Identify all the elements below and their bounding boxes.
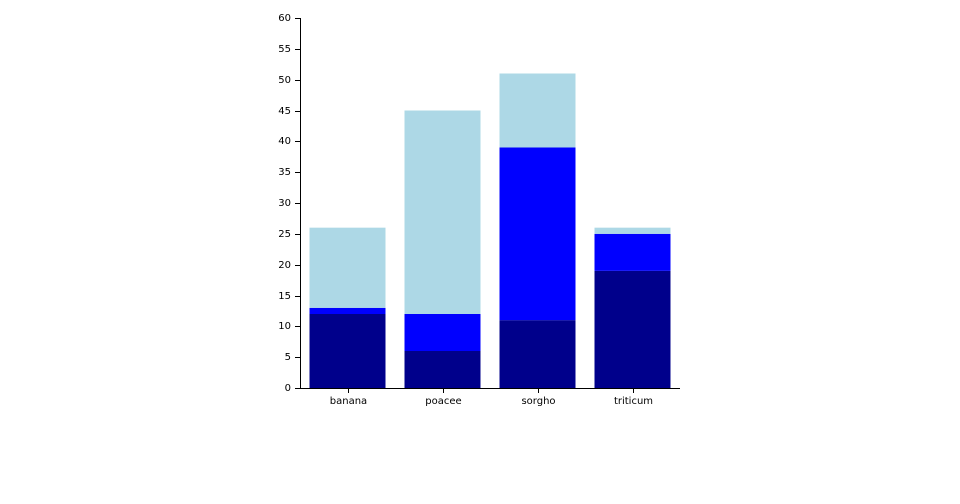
y-tick-label-40: 40 xyxy=(278,136,291,147)
bar-poacee-segment-3 xyxy=(404,110,481,314)
bar-banana-segment-2 xyxy=(309,307,386,314)
y-tick-label-5: 5 xyxy=(285,352,291,363)
y-tick-label-35: 35 xyxy=(278,167,291,178)
x-ticks: banana poacee sorgho triticum xyxy=(330,388,653,407)
y-tick-label-20: 20 xyxy=(278,260,291,271)
bar-sorgho-segment-3 xyxy=(499,73,576,148)
bar-poacee-segment-2 xyxy=(404,314,481,351)
bars-layer xyxy=(309,73,671,388)
y-tick-label-50: 50 xyxy=(278,75,291,86)
bar-triticum-segment-2 xyxy=(594,233,671,271)
y-ticks: 0 5 10 15 20 25 30 35 40 45 50 55 60 xyxy=(278,13,300,394)
x-tick-label-poacee: poacee xyxy=(425,396,461,407)
y-tick-label-10: 10 xyxy=(278,321,291,332)
y-tick-label-60: 60 xyxy=(278,13,291,24)
bar-banana-segment-3 xyxy=(309,227,386,308)
y-tick-label-55: 55 xyxy=(278,44,291,55)
bar-sorgho-segment-1 xyxy=(499,320,576,388)
axes-layer xyxy=(300,18,680,389)
bar-poacee-segment-1 xyxy=(404,351,481,388)
bar-triticum-segment-3 xyxy=(594,227,671,234)
x-tick-label-triticum: triticum xyxy=(614,396,653,407)
y-tick-label-30: 30 xyxy=(278,198,291,209)
x-tick-label-sorgho: sorgho xyxy=(521,396,555,407)
y-tick-label-45: 45 xyxy=(278,106,291,117)
bar-banana-segment-1 xyxy=(309,314,386,388)
y-tick-label-0: 0 xyxy=(285,383,291,394)
y-tick-label-25: 25 xyxy=(278,229,291,240)
x-tick-label-banana: banana xyxy=(330,396,367,407)
bar-sorgho-segment-2 xyxy=(499,147,576,321)
y-tick-label-15: 15 xyxy=(278,291,291,302)
bar-triticum-segment-1 xyxy=(594,270,671,388)
